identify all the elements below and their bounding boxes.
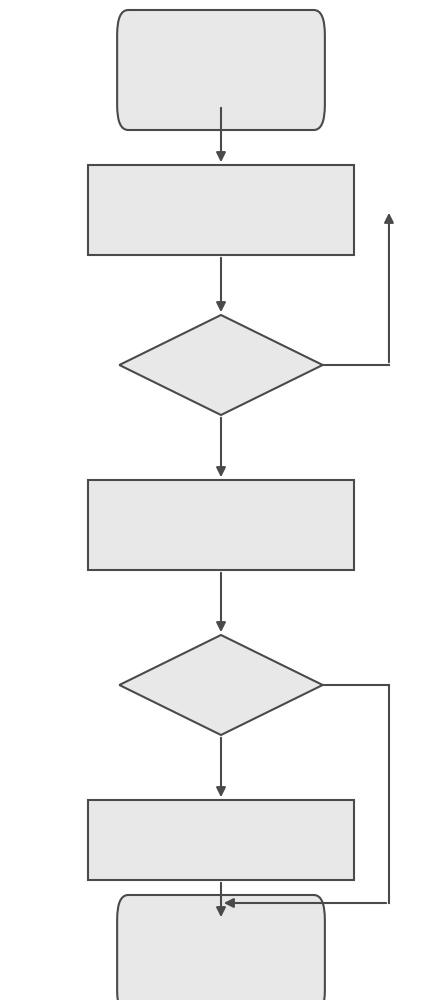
Bar — [88, 480, 354, 570]
FancyBboxPatch shape — [117, 895, 325, 1000]
Polygon shape — [119, 635, 323, 735]
FancyBboxPatch shape — [117, 10, 325, 130]
Bar — [88, 165, 354, 255]
Polygon shape — [119, 315, 323, 415]
Bar — [88, 800, 354, 880]
